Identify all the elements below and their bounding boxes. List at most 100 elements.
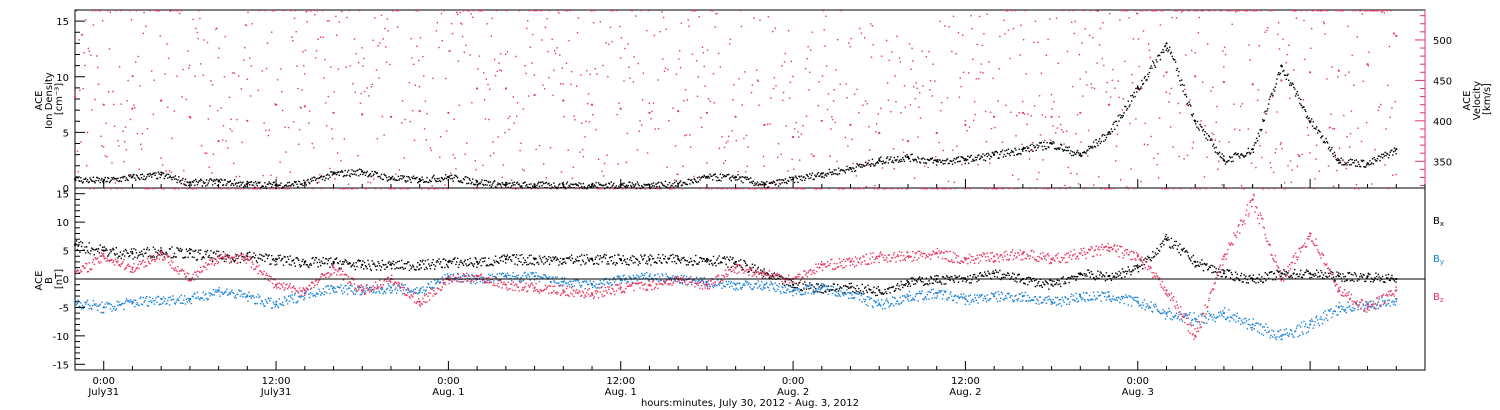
density-point [706,177,709,179]
bfield-point [335,258,337,260]
velocity-point [625,161,628,164]
density-point [147,173,150,175]
density-point [700,177,702,179]
bfield-point [746,264,748,266]
bfield-point [557,259,559,261]
velocity-point [414,84,416,86]
bfield-point [156,256,158,258]
density-point [1082,152,1084,154]
density-point [1225,161,1227,163]
velocity-point [1146,79,1148,82]
bfield-point [1367,272,1369,275]
velocity-point [1333,128,1336,130]
velocity-data-point [447,111,450,114]
bfield-point [1247,282,1249,284]
density-point [525,185,527,187]
bfield-point [1098,277,1100,280]
density-point [430,180,433,183]
bfield-point [1240,275,1242,277]
density-point [1264,110,1266,113]
velocity-point [808,89,810,91]
velocity-point [977,164,979,166]
bfield-point [123,308,125,311]
density-point [1036,144,1038,146]
velocity-point [282,109,284,112]
velocity-point [613,188,615,190]
bfield-point [437,261,439,263]
bfield-point [788,284,790,286]
velocity-point [1208,187,1211,189]
velocity-point [742,188,744,190]
velocity-point [1147,43,1150,45]
bfield-data-point [849,286,852,289]
density-point [271,186,273,188]
velocity-point [786,188,788,190]
velocity-point [320,36,322,38]
density-point [282,187,285,189]
velocity-point [480,10,482,12]
density-point [937,161,939,163]
bfield-point [864,287,866,289]
velocity-point [600,188,602,190]
density-point [596,186,598,188]
velocity-point [619,57,622,59]
bfield-point [1336,271,1338,273]
velocity-point [1392,32,1395,34]
bfield-point [1017,273,1020,276]
bfield-point [1177,245,1179,247]
velocity-point [925,56,928,58]
velocity-point [1265,131,1267,134]
density-point [471,181,473,183]
bfield-point [1133,265,1135,267]
velocity-point [1103,64,1105,67]
bfield-point [130,248,133,250]
density-point [982,153,984,155]
bfield-point [932,282,934,285]
bfield-point [928,280,930,282]
bfield-point [1150,260,1152,262]
density-point [639,187,641,189]
bfield-point [571,257,574,260]
velocity-point [1115,160,1117,162]
bfield-point [532,263,534,265]
velocity-point [663,70,666,72]
density-point [848,169,850,171]
velocity-point [682,165,684,168]
bfield-point [868,288,870,290]
bfield-point [1241,281,1244,283]
velocity-data-point [361,113,364,116]
velocity-point [839,83,841,86]
density-point [1286,74,1288,77]
bfield-point [606,263,608,265]
density-point [1127,100,1129,102]
density-point [499,184,502,186]
bfield-point [211,257,213,259]
velocity-point [155,10,157,12]
velocity-point [214,180,216,182]
bfield-point [162,302,164,304]
bfield-point [595,256,597,258]
density-point [347,171,349,173]
bfield-point [500,256,503,258]
density-point [269,182,271,185]
bfield-point [1204,263,1206,265]
density-point [640,187,642,190]
velocity-point [581,148,584,151]
bfield-point [426,268,428,270]
velocity-point [642,72,645,74]
density-point [265,187,268,190]
velocity-point [1097,10,1099,12]
velocity-point [723,146,726,149]
bfield-point [1283,269,1285,271]
density-point [827,173,830,175]
velocity-point [151,70,153,72]
density-point [924,158,926,160]
bfield-point [107,302,110,305]
density-point [916,161,918,163]
density-point [506,183,509,185]
bfield-point [764,273,766,276]
velocity-point [935,188,938,190]
velocity-point [1268,10,1271,12]
velocity-point [1359,10,1362,12]
density-point [478,182,481,184]
